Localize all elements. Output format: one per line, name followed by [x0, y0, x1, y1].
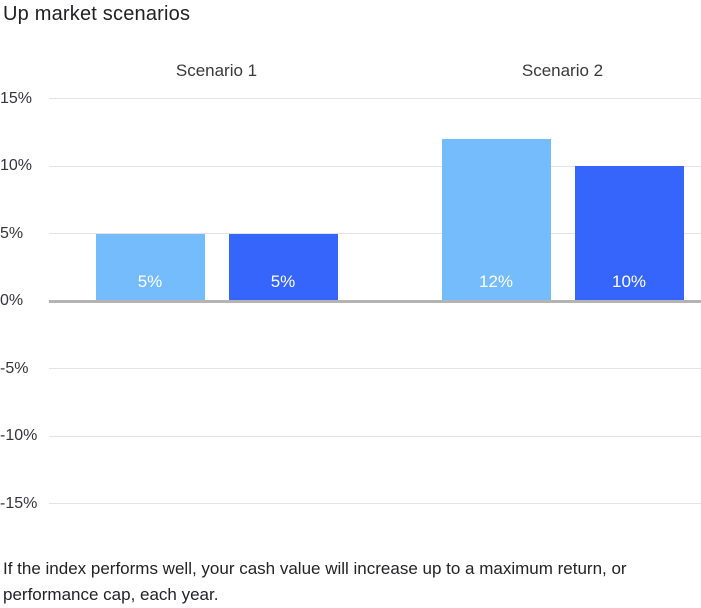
bar-value-label: 10% [611, 272, 647, 291]
y-tick-label: 10% [0, 157, 33, 174]
group-label-scenario-2: Scenario 2 [521, 61, 604, 80]
zero-axis-line [49, 299, 701, 303]
bar-value-label: 5% [270, 272, 296, 291]
bar-scenario-1-dark-blue: 5% [228, 233, 338, 301]
gridline [49, 98, 701, 99]
bar-value-label: 5% [137, 272, 163, 291]
chart-caption: If the index performs well, your cash va… [3, 559, 627, 604]
y-tick-label: -15% [0, 494, 38, 512]
gridline [49, 233, 701, 234]
chart-title: Up market scenarios [3, 3, 191, 25]
y-tick-label: 15% [0, 89, 33, 107]
y-tick-label: -5% [0, 359, 29, 377]
gridline [49, 503, 701, 504]
y-tick-label: 5% [0, 224, 24, 242]
gridline [49, 435, 701, 437]
group-label-scenario-1: Scenario 1 [175, 61, 258, 80]
bar-value-label: 12% [478, 272, 514, 291]
bar-scenario-2-light-blue: 12% [441, 139, 551, 301]
gridline [49, 165, 701, 167]
y-tick-label: 0% [0, 292, 24, 309]
bar-scenario-1-light-blue: 5% [95, 233, 205, 301]
gridline [49, 368, 701, 369]
y-tick-label: -10% [0, 427, 38, 444]
bar-scenario-2-dark-blue: 10% [574, 166, 684, 301]
